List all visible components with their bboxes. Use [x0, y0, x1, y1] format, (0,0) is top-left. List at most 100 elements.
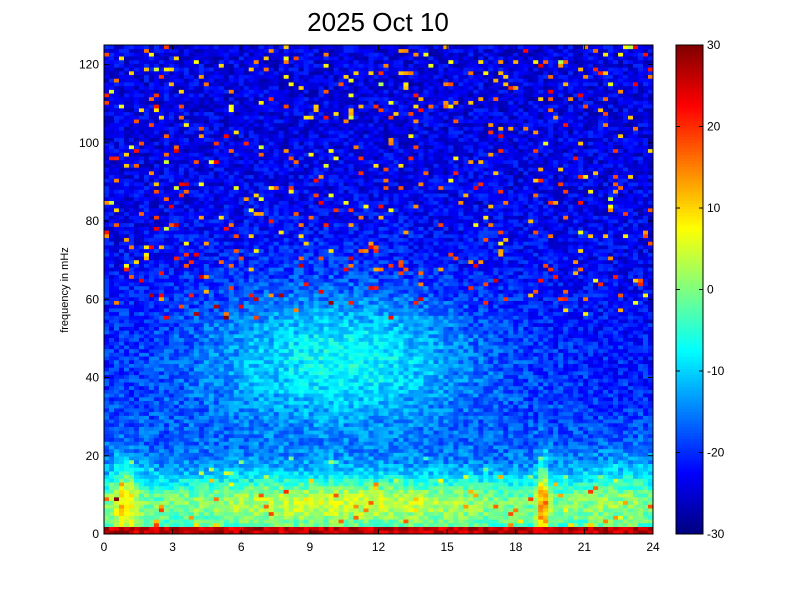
heatmap-cell	[148, 448, 155, 453]
heatmap-cell	[253, 511, 260, 516]
heatmap-cell	[104, 411, 110, 416]
heatmap-cell	[163, 296, 170, 302]
heatmap-cell	[108, 322, 115, 327]
heatmap-cell	[218, 474, 225, 479]
heatmap-cell	[108, 408, 115, 413]
heatmap-cell	[138, 137, 145, 142]
heatmap-cell	[143, 67, 150, 72]
heatmap-cell	[133, 396, 140, 402]
heatmap-cell	[208, 426, 215, 431]
heatmap-cell	[188, 63, 195, 68]
heatmap-cell	[113, 85, 120, 90]
heatmap-cell	[223, 508, 230, 513]
heatmap-cell	[283, 174, 290, 179]
heatmap-cell	[278, 215, 285, 220]
heatmap-cell	[104, 237, 110, 242]
heatmap-cell	[183, 448, 190, 453]
heatmap-cell	[118, 89, 125, 94]
heatmap-cell	[118, 230, 125, 235]
heatmap-cell	[273, 56, 280, 61]
heatmap-cell	[278, 174, 285, 179]
heatmap-cell	[273, 133, 280, 139]
heatmap-cell	[253, 367, 260, 372]
heatmap-cell	[113, 322, 120, 327]
heatmap-cell	[158, 52, 165, 57]
heatmap-cell	[138, 485, 145, 490]
heatmap-cell	[268, 441, 275, 446]
heatmap-cell	[213, 437, 220, 442]
heatmap-cell	[118, 304, 125, 309]
heatmap-cell	[253, 67, 260, 72]
heatmap-cell	[198, 371, 205, 376]
heatmap-cell	[268, 459, 275, 465]
heatmap-cell	[243, 315, 250, 320]
heatmap-cell	[213, 219, 220, 224]
heatmap-cell	[268, 193, 275, 198]
heatmap-cell	[273, 530, 280, 535]
heatmap-cell	[128, 296, 135, 302]
heatmap-cell	[238, 419, 245, 424]
heatmap-cell	[133, 107, 140, 113]
heatmap-cell	[143, 504, 150, 509]
heatmap-cell	[183, 248, 190, 253]
heatmap-cell	[138, 111, 145, 116]
heatmap-cell	[238, 452, 245, 457]
heatmap-cell	[133, 408, 140, 413]
heatmap-cell	[243, 441, 250, 446]
heatmap-cell	[173, 233, 180, 239]
heatmap-cell	[113, 52, 120, 57]
heatmap-cell	[138, 115, 145, 120]
heatmap-cell	[253, 296, 260, 302]
heatmap-cell	[248, 433, 255, 439]
heatmap-cell	[188, 119, 195, 124]
heatmap-cell	[253, 159, 260, 164]
heatmap-cell	[198, 193, 205, 198]
heatmap-cell	[238, 70, 245, 76]
heatmap-cell	[158, 193, 165, 198]
heatmap-cell	[133, 441, 140, 446]
heatmap-cell	[183, 145, 190, 150]
heatmap-cell	[168, 467, 175, 472]
heatmap-cell	[158, 300, 165, 305]
heatmap-cell	[283, 393, 290, 398]
heatmap-cell	[158, 248, 165, 253]
heatmap-cell	[188, 363, 195, 368]
heatmap-cell	[188, 67, 195, 72]
heatmap-cell	[203, 111, 210, 116]
heatmap-cell	[108, 230, 115, 235]
heatmap-cell	[128, 374, 135, 379]
heatmap-cell	[233, 404, 240, 409]
heatmap-cell	[268, 222, 275, 227]
heatmap-cell	[218, 385, 225, 390]
heatmap-cell	[203, 278, 210, 283]
heatmap-cell	[133, 156, 140, 161]
heatmap-cell	[238, 322, 245, 327]
heatmap-cell	[133, 363, 140, 368]
heatmap-cell	[143, 226, 150, 231]
heatmap-cell	[268, 107, 275, 113]
heatmap-cell	[123, 430, 130, 435]
heatmap-cell	[118, 289, 125, 294]
heatmap-cell	[138, 163, 145, 168]
heatmap-cell	[183, 133, 190, 139]
heatmap-cell	[198, 282, 205, 287]
heatmap-cell	[278, 185, 285, 190]
heatmap-cell	[158, 226, 165, 231]
heatmap-cell	[193, 48, 200, 53]
heatmap-cell	[118, 445, 125, 450]
heatmap-cell	[153, 382, 160, 387]
heatmap-cell	[138, 385, 145, 390]
heatmap-cell	[113, 500, 120, 505]
heatmap-cell	[183, 471, 190, 476]
heatmap-cell	[283, 330, 290, 335]
heatmap-cell	[128, 500, 135, 505]
heatmap-cell	[143, 371, 150, 376]
heatmap-cell	[273, 189, 280, 194]
heatmap-cell	[143, 522, 150, 527]
heatmap-cell	[233, 70, 240, 76]
heatmap-cell	[248, 448, 255, 453]
heatmap-cell	[243, 426, 250, 431]
heatmap-cell	[203, 467, 210, 472]
heatmap-cell	[258, 48, 265, 53]
heatmap-cell	[138, 530, 145, 535]
